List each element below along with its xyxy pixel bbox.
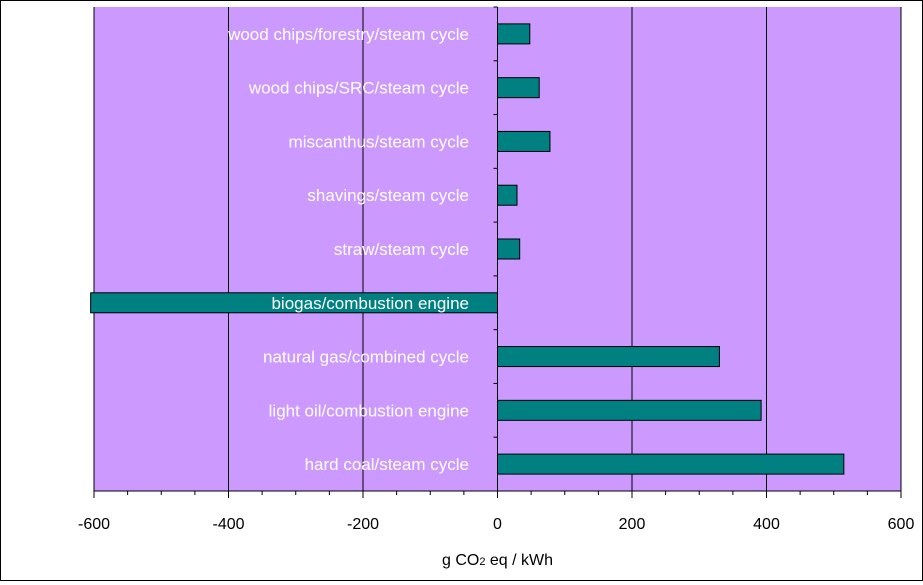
x-tick-label: -400 (212, 516, 244, 533)
x-axis-title-main: g CO (442, 552, 479, 569)
axes (93, 6, 902, 498)
x-axis-title: g CO2 eq / kWh (442, 552, 553, 569)
category-label: straw/steam cycle (334, 240, 469, 259)
category-label: miscanthus/steam cycle (289, 132, 469, 151)
x-tick-label: 200 (619, 516, 646, 533)
bar (497, 23, 531, 45)
bar (497, 130, 551, 152)
bar (497, 346, 720, 368)
category-labels: wood chips/forestry/steam cycle wood chip… (227, 25, 469, 474)
bar (497, 77, 540, 99)
category-label: shavings/steam cycle (307, 186, 469, 205)
x-tick-labels: -600 -400 -200 0 200 400 600 (78, 516, 914, 533)
x-axis-title-rest: eq / kWh (485, 552, 553, 569)
x-tick-label: 600 (888, 516, 915, 533)
gridlines (93, 7, 902, 491)
x-tick-label: -600 (78, 516, 110, 533)
category-label: hard coal/steam cycle (305, 455, 469, 474)
category-label: wood chips/SRC/steam cycle (248, 79, 469, 98)
x-tick-label: 400 (753, 516, 780, 533)
bar (497, 399, 762, 421)
category-label: light oil/combustion engine (269, 401, 469, 420)
category-label: biogas/combustion engine (271, 294, 469, 313)
x-axis-title-subscript: 2 (479, 556, 485, 568)
x-tick-label: 0 (493, 516, 502, 533)
bar (497, 184, 518, 206)
category-label: wood chips/forestry/steam cycle (227, 25, 469, 44)
x-tick-label: -200 (347, 516, 379, 533)
bar (497, 238, 521, 260)
category-label: natural gas/combined cycle (263, 348, 469, 367)
bar (497, 453, 845, 475)
